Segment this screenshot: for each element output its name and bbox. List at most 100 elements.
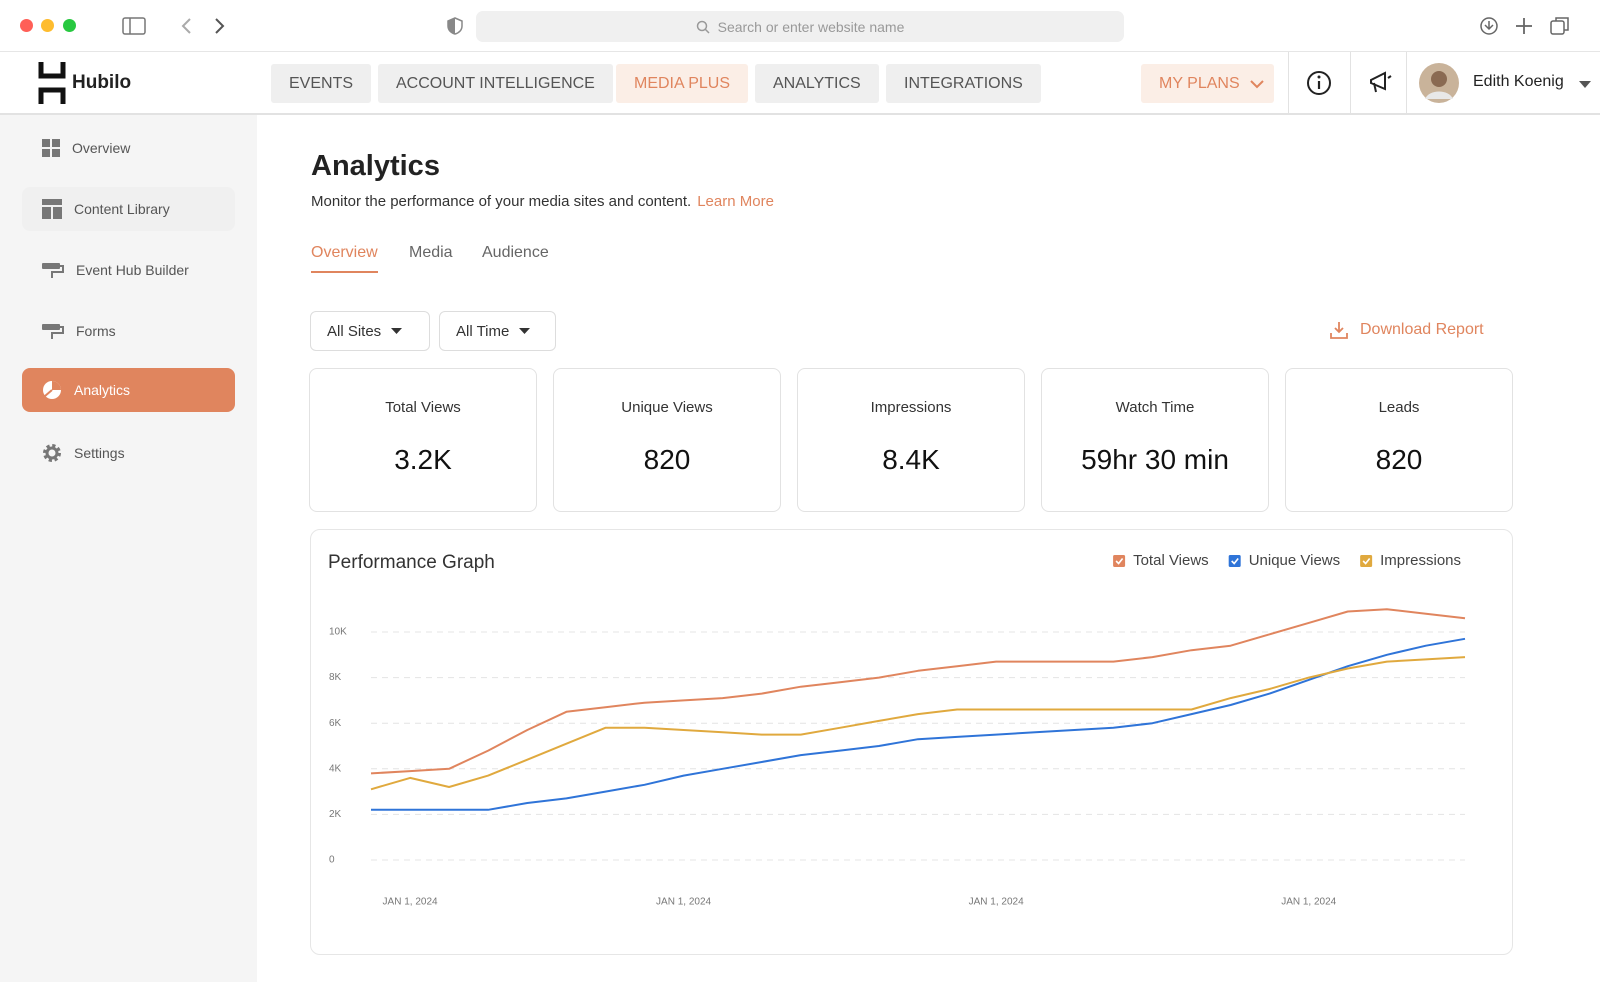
legend-label: Total Views [1133, 552, 1209, 569]
chart-card: Performance Graph 0 2K 4K 6K 8K 10K JAN 1, 202… [310, 529, 1513, 955]
y-tick-label: 2K [329, 809, 342, 820]
search-placeholder: Search or enter website name [717, 18, 905, 35]
chart-title: Performance Graph [328, 552, 495, 573]
stat-value: 820 [643, 444, 691, 475]
download-icon [1330, 322, 1348, 339]
legend-label: Unique Views [1249, 552, 1340, 569]
divider [1350, 52, 1351, 113]
y-tick-label: 10K [329, 627, 347, 638]
legend-check [1231, 558, 1239, 565]
learn-more-link[interactable]: Learn More [697, 193, 774, 210]
brand-logo [38, 62, 66, 104]
downloads-button[interactable] [1479, 16, 1499, 36]
legend-swatch [1113, 555, 1126, 567]
minimize-button[interactable] [41, 19, 54, 32]
sidebar: Overview Content Library Event Hub Build… [0, 115, 257, 982]
description-text: Monitor the performance of your media si… [311, 193, 692, 210]
tab[interactable]: Overview [311, 244, 378, 273]
nav-item[interactable]: ANALYTICS [755, 64, 879, 103]
nav-item[interactable]: ACCOUNT INTELLIGENCE [378, 64, 613, 103]
sidebar-icon [42, 139, 60, 157]
sidebar-label: Settings [74, 445, 125, 461]
chart: Performance Graph 0 2K 4K 6K 8K 10K JAN 1, 202… [328, 552, 1466, 908]
close-button[interactable] [20, 19, 33, 32]
nav-item[interactable]: MEDIA PLUS [616, 64, 749, 103]
plans-label: MY PLANS [1159, 74, 1240, 92]
sidebar-label: Analytics [74, 382, 131, 398]
page-title: Analytics [311, 150, 440, 182]
sidebar-item[interactable]: Event Hub Builder [22, 248, 235, 292]
page-description: Monitor the performance of your media si… [311, 193, 774, 210]
sidebar-item[interactable]: Overview [22, 126, 235, 170]
stat-value: 820 [1375, 444, 1423, 475]
filter-dropdown[interactable]: All Sites [310, 311, 430, 351]
sidebar-label: Event Hub Builder [76, 262, 189, 278]
legend-swatch [1360, 555, 1373, 567]
sidebar-icon [42, 324, 64, 339]
stat-label: Impressions [870, 399, 952, 416]
stat-card: Impressions 8.4K [797, 368, 1025, 512]
sidebar-label: Content Library [74, 201, 170, 217]
stat-value: 8.4K [882, 444, 940, 475]
user-menu-caret[interactable] [1578, 80, 1592, 89]
stat-card: Unique Views 820 [553, 368, 781, 512]
legend-swatch [1228, 555, 1241, 567]
legend-check [1115, 558, 1124, 565]
x-tick-label: JAN 1, 2024 [969, 897, 1024, 908]
stat-label: Watch Time [1115, 399, 1195, 416]
x-tick-label: JAN 1, 2024 [383, 897, 438, 908]
y-tick-label: 0 [329, 855, 335, 866]
y-tick-label: 6K [329, 718, 342, 729]
info-button[interactable] [1306, 70, 1332, 96]
sidebar-toggle[interactable] [122, 17, 146, 35]
nav-item[interactable]: EVENTS [271, 64, 372, 103]
sidebar-item[interactable]: Content Library [22, 187, 235, 231]
address-bar[interactable]: Search or enter website name [476, 11, 1124, 42]
forward-button[interactable] [214, 17, 226, 35]
caret-icon [391, 327, 403, 334]
legend-item: Impressions [1360, 552, 1461, 569]
download-button[interactable]: Download Report [1330, 321, 1484, 339]
plans-button[interactable]: MY PLANS [1141, 64, 1274, 103]
x-tick-label: JAN 1, 2024 [656, 897, 711, 908]
series-line [370, 656, 1466, 791]
sidebar-item[interactable]: Settings [22, 431, 235, 475]
announcements-button[interactable] [1367, 70, 1393, 96]
sidebar-item[interactable]: Analytics [22, 368, 235, 412]
tabs-button[interactable] [1550, 16, 1570, 36]
sidebar-icon [43, 444, 61, 462]
sidebar-label: Overview [72, 140, 131, 156]
stat-label: Total Views [385, 399, 461, 416]
app-header: Hubilo EVENTS ACCOUNT INTELLIGENCE MEDIA… [0, 52, 1600, 115]
brand-name: Hubilo [72, 72, 132, 93]
filter-dropdown[interactable]: All Time [439, 311, 556, 351]
sidebar-item[interactable]: Forms [22, 309, 235, 353]
x-tick-label: JAN 1, 2024 [1281, 897, 1336, 908]
search-icon [696, 20, 710, 34]
nav-item[interactable]: INTEGRATIONS [886, 64, 1041, 103]
legend-item: Unique Views [1228, 552, 1340, 569]
stat-value: 3.2K [394, 444, 452, 475]
sidebar-icon [42, 263, 64, 278]
stat-card: Watch Time 59hr 30 min [1041, 368, 1269, 512]
stat-label: Leads [1378, 399, 1420, 416]
zoom-button[interactable] [63, 19, 76, 32]
stat-card: Leads 820 [1285, 368, 1513, 512]
chevron-icon [1249, 79, 1264, 88]
sidebar-label: Forms [76, 323, 116, 339]
divider [1406, 52, 1407, 113]
series-line [370, 608, 1466, 775]
sidebar-icon [42, 199, 62, 219]
user-avatar[interactable] [1419, 63, 1459, 103]
back-button[interactable] [180, 17, 192, 35]
y-tick-label: 4K [329, 763, 342, 774]
new-tab-button[interactable] [1515, 17, 1533, 35]
stat-label: Unique Views [621, 399, 713, 416]
caret-icon [519, 327, 531, 334]
tab[interactable]: Audience [482, 244, 549, 261]
tab[interactable]: Media [409, 244, 453, 261]
stat-value: 59hr 30 min [1081, 444, 1229, 475]
filter-label: All Time [456, 322, 510, 340]
user-name[interactable]: Edith Koenig [1473, 73, 1564, 90]
